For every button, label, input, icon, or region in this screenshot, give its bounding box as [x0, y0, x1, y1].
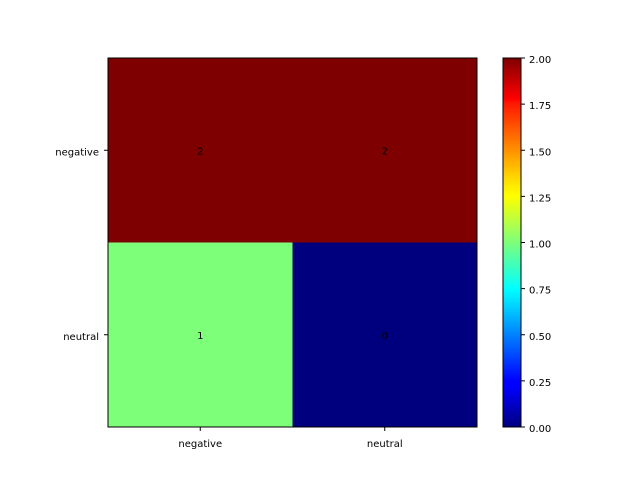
colorbar-tick-label: 0.50 — [529, 332, 551, 343]
heatmap-cell — [108, 242, 293, 428]
colorbar-tick-label: 1.75 — [529, 101, 551, 112]
colorbar-tick-label: 1.00 — [529, 240, 551, 251]
colorbar-tick-label: 2.00 — [529, 55, 551, 66]
heatmap-cell-labels: 2 2 1 0 — [197, 146, 388, 342]
colorbar-ticks: 0.00 0.25 0.50 0.75 1.00 1.25 1.50 1.75 2.00 — [521, 55, 551, 435]
x-tick-label: negative — [178, 439, 222, 450]
plot-frame — [107, 57, 478, 428]
cell-value-label: 0 — [382, 331, 388, 342]
heatmap-cell — [108, 58, 293, 243]
colorbar — [502, 57, 522, 428]
colorbar-tick-label: 0.75 — [529, 286, 551, 297]
heatmap-cell — [292, 58, 478, 243]
cell-value-label: 1 — [197, 331, 203, 342]
x-axis-ticks: negative neutral — [178, 427, 403, 450]
y-tick-label: neutral — [63, 332, 99, 343]
heatmap-cell — [292, 242, 478, 428]
y-axis-ticks: negative neutral — [55, 147, 108, 343]
colorbar-tick-label: 0.25 — [529, 378, 551, 389]
colorbar-tick-label: 0.00 — [529, 424, 551, 435]
cell-value-label: 2 — [382, 146, 388, 157]
x-tick-label: neutral — [367, 439, 403, 450]
heatmap-cells — [108, 58, 478, 428]
colorbar-tick-label: 1.25 — [529, 193, 551, 204]
cell-value-label: 2 — [197, 146, 203, 157]
y-tick-label: negative — [55, 147, 99, 158]
colorbar-tick-label: 1.50 — [529, 147, 551, 158]
